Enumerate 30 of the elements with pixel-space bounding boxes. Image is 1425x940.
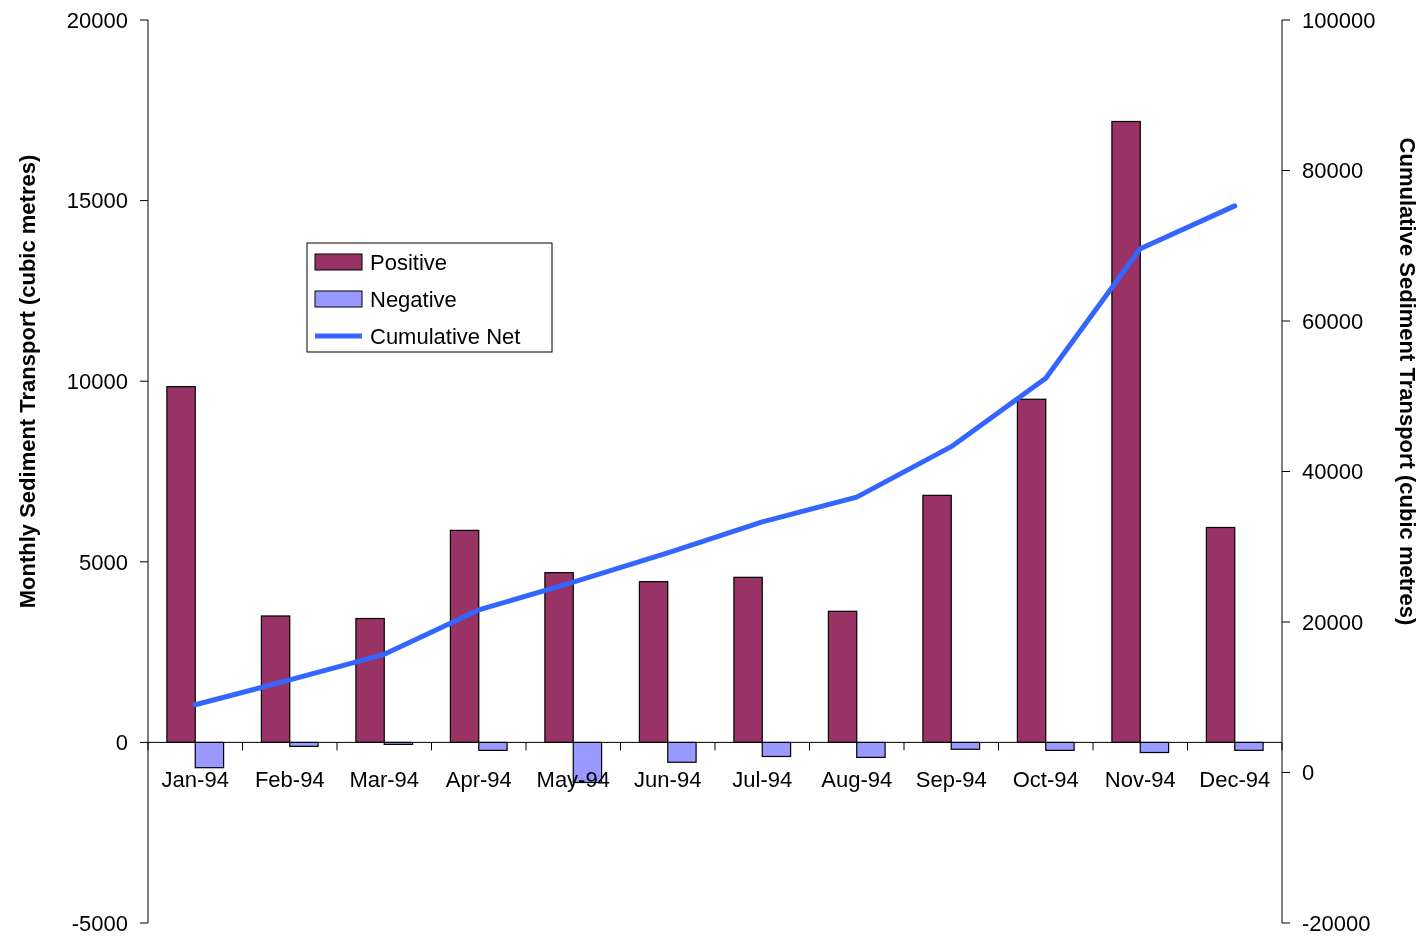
x-tick-label: Sep-94 — [915, 767, 987, 793]
y2-tick-label: 0 — [1302, 760, 1315, 786]
legend-label: Negative — [370, 286, 457, 312]
y2-tick-label: 20000 — [1302, 609, 1364, 635]
y-tick-label: 10000 — [66, 368, 128, 394]
x-tick-label: Nov-94 — [1104, 767, 1176, 793]
x-tick-label: Feb-94 — [254, 767, 325, 793]
y2-tick-label: -20000 — [1302, 910, 1371, 936]
y2-tick-label: 100000 — [1302, 7, 1376, 33]
x-tick-label: Apr-94 — [445, 767, 512, 793]
legend-label: Positive — [370, 249, 448, 275]
y-tick-label: 20000 — [66, 7, 128, 33]
x-tick-label: Jan-94 — [161, 767, 229, 793]
y-tick-label: 0 — [115, 730, 128, 756]
x-tick-label: Aug-94 — [821, 767, 893, 793]
x-tick-label: Oct-94 — [1012, 767, 1079, 793]
y2-axis-title: Cumulative Sediment Transport (cubic metres) — [1395, 137, 1420, 626]
x-tick-label: Jun-94 — [634, 767, 702, 793]
x-tick-label: Mar-94 — [349, 767, 420, 793]
y-tick-label: 5000 — [79, 549, 128, 575]
x-tick-label: Jul-94 — [732, 767, 793, 793]
y-axis-title: Monthly Sediment Transport (cubic metres) — [15, 154, 40, 609]
x-tick-label: May-94 — [536, 767, 610, 793]
y2-tick-label: 40000 — [1302, 459, 1364, 485]
legend-label: Cumulative Net — [370, 323, 521, 349]
y-tick-label: 15000 — [66, 188, 128, 214]
y-tick-label: -5000 — [71, 910, 128, 936]
y2-tick-label: 80000 — [1302, 158, 1364, 184]
x-tick-label: Dec-94 — [1199, 767, 1271, 793]
y2-tick-label: 60000 — [1302, 308, 1364, 334]
